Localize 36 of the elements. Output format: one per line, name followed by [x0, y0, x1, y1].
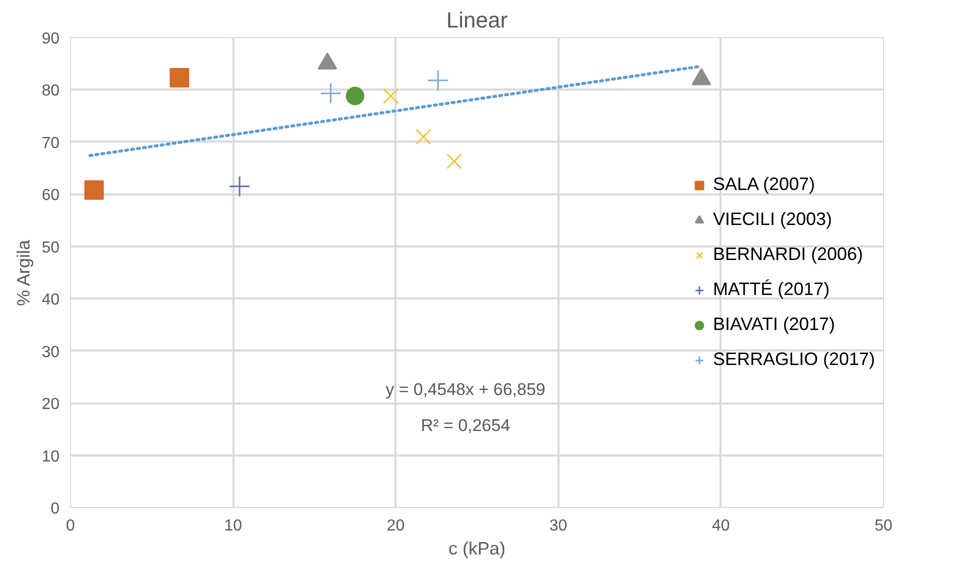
legend-label: BIAVATI (2017)	[712, 314, 835, 335]
x-tick-label: 40	[712, 518, 730, 534]
y-tick-label: 30	[42, 344, 60, 361]
x-tick-label: 30	[549, 518, 568, 534]
point	[416, 128, 432, 145]
legend-label: BERNARDI (2006)	[712, 244, 863, 265]
point	[383, 88, 399, 104]
y-tick-label: 60	[42, 187, 60, 204]
y-tick-label: 20	[42, 396, 60, 414]
x-tick-label: 0	[66, 518, 76, 534]
y-tick-label: 10	[42, 448, 60, 466]
y-tick-label: 50	[42, 239, 60, 256]
y-tick-label: 70	[42, 134, 60, 152]
y-tick-label: 80	[42, 82, 60, 100]
y-tick-label: 0	[50, 500, 60, 518]
y-tick-label: 40	[42, 292, 60, 309]
annotation: R² = 0,2654	[420, 416, 510, 435]
legend-label: SERRAGLIO (2017)	[712, 349, 875, 370]
point	[228, 176, 250, 198]
point	[346, 86, 364, 106]
legend-label: VIECILI (2003)	[712, 209, 832, 230]
x-axis-title: c (kPa)	[448, 538, 506, 558]
point	[446, 153, 462, 170]
x-tick-label: 50	[874, 518, 892, 534]
point	[170, 68, 190, 88]
x-tick-label: 10	[224, 518, 242, 534]
legend-label: MATTÉ (2017)	[712, 279, 830, 300]
point	[84, 180, 104, 200]
y-axis-title: % Argila	[14, 238, 34, 306]
point	[427, 70, 449, 92]
annotation: y = 0,4548x + 66,859	[386, 380, 546, 399]
point	[320, 82, 342, 104]
x-tick-label: 20	[386, 518, 405, 534]
y-tick-label: 90	[42, 30, 60, 48]
chart-title: Linear	[446, 8, 508, 32]
legend-label: SALA (2007)	[712, 174, 816, 195]
